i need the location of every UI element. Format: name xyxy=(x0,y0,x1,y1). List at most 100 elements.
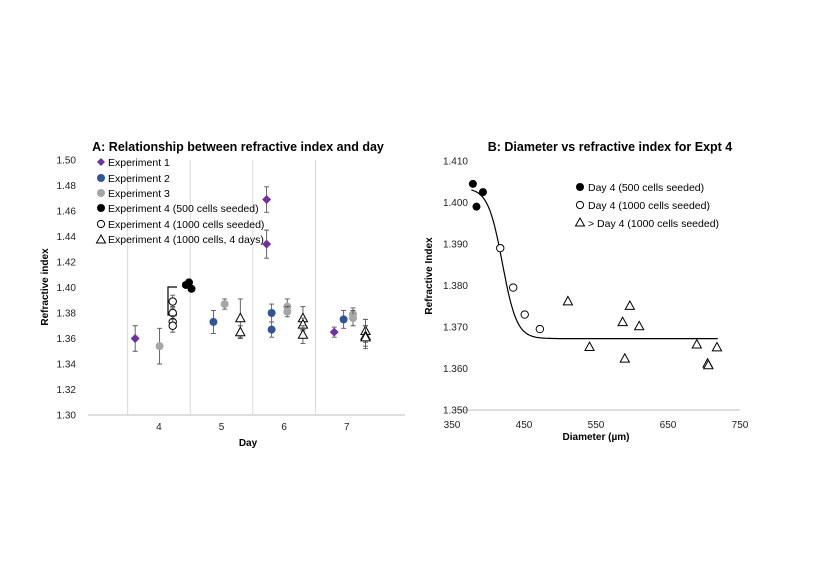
y-tick-label: 1.360 xyxy=(443,364,468,375)
y-tick-label: 1.350 xyxy=(443,406,468,417)
filled-circle-icon xyxy=(97,174,105,182)
y-tick-label: 1.390 xyxy=(443,240,468,251)
x-tick-label: 7 xyxy=(344,422,350,433)
data-point xyxy=(267,309,276,317)
data-point xyxy=(496,243,505,253)
data-point xyxy=(711,341,723,352)
filled-circle-icon xyxy=(576,183,584,191)
data-point xyxy=(267,325,276,334)
y-tick-label: 1.410 xyxy=(443,157,468,168)
chart-a-legend-item: Experiment 3 xyxy=(97,188,170,200)
data-point xyxy=(130,334,140,343)
x-tick-label: 650 xyxy=(660,420,677,431)
chart-a: A: Relationship between refractive index… xyxy=(40,140,405,449)
chart-b-x-ticks: 350 450 550 650 750 xyxy=(444,420,749,431)
y-tick-label: 1.36 xyxy=(57,334,77,345)
data-point xyxy=(297,328,309,339)
chart-a-legend-item: Experiment 1 xyxy=(97,157,170,169)
data-point xyxy=(617,316,629,327)
chart-a-legend-label: Experiment 3 xyxy=(108,188,170,200)
chart-b-legend-label: Day 4 (500 cells seeded) xyxy=(588,182,704,194)
chart-b-legend-label: > Day 4 (1000 cells seeded) xyxy=(588,218,719,230)
chart-b-legend: Day 4 (500 cells seeded) Day 4 (1000 cel… xyxy=(574,182,719,230)
data-point xyxy=(535,324,545,334)
y-tick-label: 1.32 xyxy=(57,385,77,396)
chart-a-legend-label: Experiment 4 (500 cells seeded) xyxy=(108,203,259,215)
data-point xyxy=(509,283,518,292)
chart-a-legend-item: Experiment 2 xyxy=(97,173,170,185)
data-point xyxy=(155,342,164,351)
chart-b-y-ticks: 1.350 1.360 1.370 1.380 1.390 1.400 1.410 xyxy=(443,157,468,417)
open-circle-icon xyxy=(96,219,106,229)
chart-b: B: Diameter vs refractive index for Expt… xyxy=(424,140,749,443)
chart-b-title: B: Diameter vs refractive index for Expt… xyxy=(488,140,733,154)
chart-a-legend-label: Experiment 4 (1000 cells seeded) xyxy=(108,219,264,231)
chart-b-y-label: Refractive Index xyxy=(424,237,435,315)
chart-b-legend-item: Day 4 (500 cells seeded) xyxy=(576,182,704,194)
diamond-icon xyxy=(97,158,105,166)
data-point xyxy=(234,326,246,337)
x-tick-label: 550 xyxy=(588,420,605,431)
y-tick-label: 1.30 xyxy=(57,411,77,422)
data-point xyxy=(339,315,348,324)
y-tick-label: 1.38 xyxy=(57,309,77,320)
chart-a-points xyxy=(130,186,371,365)
data-point xyxy=(283,307,292,316)
data-point xyxy=(584,341,595,352)
y-tick-label: 1.44 xyxy=(57,232,77,243)
open-circle-icon xyxy=(575,200,585,210)
chart-a-legend: Experiment 1 Experiment 2 Experiment 3 E… xyxy=(95,157,264,246)
y-tick-label: 1.40 xyxy=(57,283,77,294)
x-tick-label: 4 xyxy=(156,422,162,433)
data-point xyxy=(168,297,177,306)
data-point xyxy=(633,320,645,331)
data-point xyxy=(349,314,358,323)
data-point xyxy=(520,310,529,319)
data-point xyxy=(184,278,193,287)
chart-a-legend-item: Experiment 4 (500 cells seeded) xyxy=(97,203,259,215)
y-tick-label: 1.34 xyxy=(57,360,77,371)
data-point xyxy=(562,295,574,306)
data-point xyxy=(360,331,371,342)
chart-b-legend-label: Day 4 (1000 cells seeded) xyxy=(588,200,710,212)
chart-b-fit-curve xyxy=(471,189,718,340)
chart-b-legend-item: > Day 4 (1000 cells seeded) xyxy=(574,216,719,230)
chart-a-x-label: Day xyxy=(239,438,258,449)
data-point xyxy=(209,317,218,326)
chart-a-title: A: Relationship between refractive index… xyxy=(92,140,384,154)
data-point xyxy=(187,284,196,293)
chart-a-y-label: Refractive index xyxy=(40,248,51,326)
y-tick-label: 1.400 xyxy=(443,198,468,209)
x-tick-label: 5 xyxy=(219,422,225,433)
data-point xyxy=(702,359,714,370)
x-tick-label: 450 xyxy=(516,420,533,431)
y-tick-label: 1.42 xyxy=(57,258,77,269)
chart-a-y-ticks: 1.30 1.32 1.34 1.36 1.38 1.40 1.42 1.44 1.46 1.48… xyxy=(57,156,77,422)
x-tick-label: 6 xyxy=(281,422,287,433)
chart-b-legend-item: Day 4 (1000 cells seeded) xyxy=(575,200,710,212)
data-point xyxy=(329,327,339,337)
y-tick-label: 1.370 xyxy=(443,323,468,334)
open-triangle-icon xyxy=(574,216,586,227)
chart-b-x-label: Diameter (µm) xyxy=(563,432,630,443)
y-tick-label: 1.380 xyxy=(443,281,468,292)
chart-b-points xyxy=(468,179,723,370)
chart-a-legend-item: Experiment 4 (1000 cells, 4 days) xyxy=(95,233,264,246)
data-point xyxy=(478,188,487,197)
filled-circle-icon xyxy=(97,189,105,197)
x-tick-label: 350 xyxy=(444,420,461,431)
data-point xyxy=(468,179,477,188)
data-point xyxy=(220,300,229,309)
data-point xyxy=(691,338,703,349)
data-point xyxy=(234,312,246,323)
data-point xyxy=(262,239,272,249)
data-point xyxy=(624,299,636,310)
chart-a-legend-item: Experiment 4 (1000 cells seeded) xyxy=(96,219,264,231)
data-point xyxy=(472,202,481,211)
chart-a-legend-label: Experiment 4 (1000 cells, 4 days) xyxy=(108,234,264,246)
x-tick-label: 750 xyxy=(732,420,749,431)
y-tick-label: 1.46 xyxy=(57,207,77,218)
open-triangle-icon xyxy=(95,233,107,244)
data-point xyxy=(619,352,631,363)
